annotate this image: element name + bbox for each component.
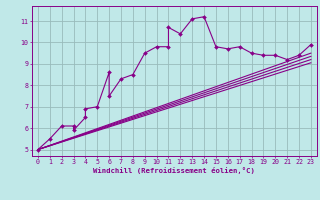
X-axis label: Windchill (Refroidissement éolien,°C): Windchill (Refroidissement éolien,°C) — [93, 167, 255, 174]
